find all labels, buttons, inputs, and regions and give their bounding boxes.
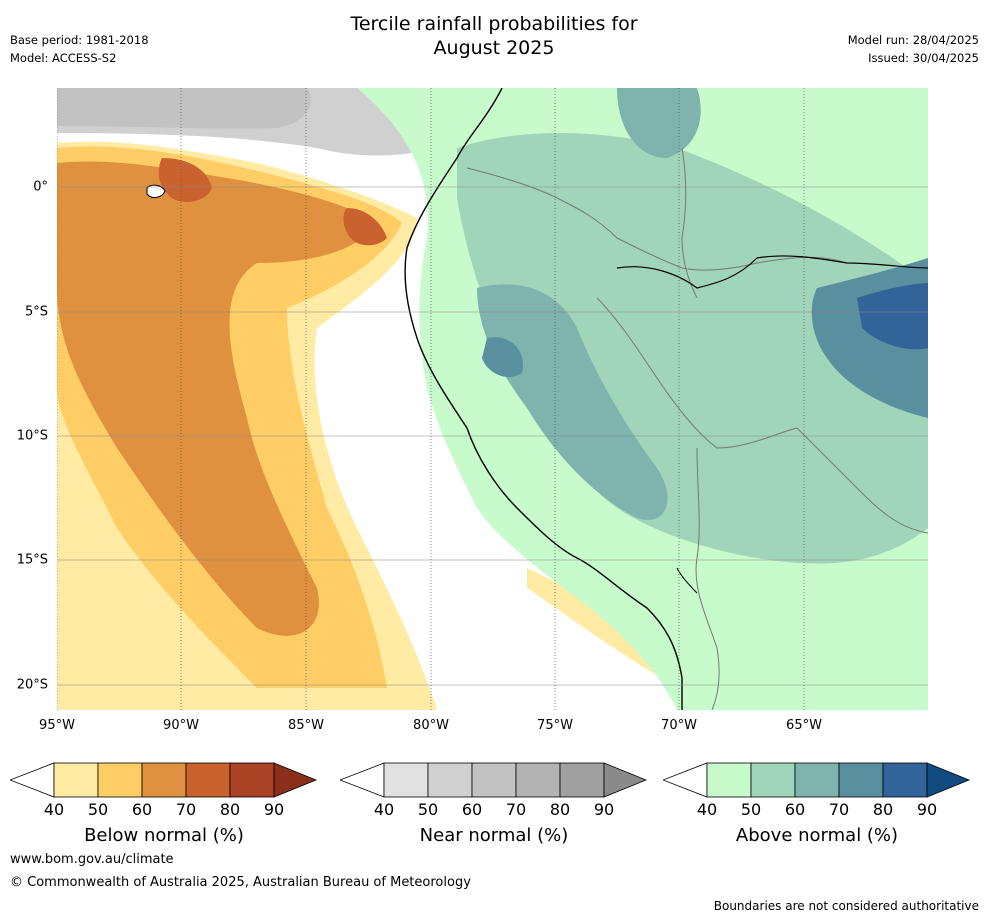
lat-label-5s: 5°S bbox=[24, 304, 48, 320]
lat-label-10s: 10°S bbox=[16, 428, 48, 444]
colorbar-below-normal: 40 50 60 70 80 90 Below normal (%) bbox=[8, 760, 320, 846]
above-swatch-3 bbox=[794, 762, 840, 798]
issued-date: Issued: 30/04/2025 bbox=[868, 51, 979, 65]
below-swatch-1 bbox=[53, 762, 99, 798]
country-borders bbox=[466, 147, 928, 710]
above-normal-label: Above normal (%) bbox=[735, 825, 899, 846]
below-swatch-0 bbox=[8, 762, 55, 798]
near-tick-40: 40 bbox=[373, 800, 395, 819]
graticule bbox=[57, 88, 928, 710]
lat-label-20s: 20°S bbox=[16, 677, 48, 693]
bom-url: www.bom.gov.au/climate bbox=[10, 852, 174, 867]
near-tick-60: 60 bbox=[461, 800, 483, 819]
boundaries-disclaimer: Boundaries are not considered authoritat… bbox=[713, 899, 979, 913]
above-swatch-2 bbox=[750, 762, 796, 798]
lon-label-80w: 80°W bbox=[413, 718, 449, 733]
below-tick-90: 90 bbox=[263, 800, 285, 819]
below-tick-80: 80 bbox=[219, 800, 241, 819]
rainfall-probability-map bbox=[57, 88, 928, 710]
title-line-1: Tercile rainfall probabilities for bbox=[350, 13, 638, 35]
meta-left: Base period: 1981-2018 Model: ACCESS-S2 bbox=[10, 31, 149, 67]
near-tick-80: 80 bbox=[549, 800, 571, 819]
above-normal-region bbox=[357, 88, 928, 710]
meta-right: Model run: 28/04/2025 Issued: 30/04/2025 bbox=[848, 31, 979, 67]
near-swatch-2 bbox=[427, 762, 473, 798]
lon-label-95w: 95°W bbox=[39, 718, 75, 733]
above-tick-70: 70 bbox=[828, 800, 850, 819]
below-swatch-3 bbox=[141, 762, 187, 798]
above-swatch-6 bbox=[926, 762, 971, 798]
above-swatch-4 bbox=[838, 762, 884, 798]
lon-label-65w: 65°W bbox=[786, 718, 822, 733]
below-tick-40: 40 bbox=[43, 800, 65, 819]
above-tick-50: 50 bbox=[740, 800, 762, 819]
lon-label-75w: 75°W bbox=[537, 718, 573, 733]
near-tick-50: 50 bbox=[417, 800, 439, 819]
below-swatch-2 bbox=[97, 762, 143, 798]
colorbar-above-swatches bbox=[661, 762, 971, 798]
near-swatch-1 bbox=[383, 762, 429, 798]
map-title: Tercile rainfall probabilities for Augus… bbox=[0, 12, 988, 60]
near-swatch-4 bbox=[515, 762, 561, 798]
near-swatch-6 bbox=[603, 762, 648, 798]
near-normal-label: Near normal (%) bbox=[419, 825, 569, 846]
copyright-notice: © Commonwealth of Australia 2025, Austra… bbox=[10, 875, 471, 890]
below-swatch-4 bbox=[185, 762, 231, 798]
lon-label-90w: 90°W bbox=[163, 718, 199, 733]
lat-label-15s: 15°S bbox=[16, 552, 48, 568]
near-swatch-3 bbox=[471, 762, 517, 798]
below-tick-60: 60 bbox=[131, 800, 153, 819]
near-swatch-5 bbox=[559, 762, 605, 798]
below-normal-region bbox=[57, 141, 717, 710]
above-tick-60: 60 bbox=[784, 800, 806, 819]
above-swatch-0 bbox=[661, 762, 708, 798]
below-tick-50: 50 bbox=[87, 800, 109, 819]
above-swatch-5 bbox=[882, 762, 928, 798]
below-swatch-6 bbox=[273, 762, 318, 798]
below-tick-70: 70 bbox=[175, 800, 197, 819]
lon-label-70w: 70°W bbox=[661, 718, 697, 733]
near-tick-90: 90 bbox=[593, 800, 615, 819]
lat-label-0: 0° bbox=[33, 179, 48, 195]
above-tick-90: 90 bbox=[916, 800, 938, 819]
colorbar-below-swatches bbox=[8, 762, 318, 798]
lon-label-85w: 85°W bbox=[288, 718, 324, 733]
model-run: Model run: 28/04/2025 bbox=[847, 33, 979, 47]
rivers bbox=[616, 255, 928, 289]
model-name: Model: ACCESS-S2 bbox=[10, 51, 117, 65]
colorbar-near-normal: 40 50 60 70 80 90 Near normal (%) bbox=[338, 760, 650, 846]
colorbar-near-swatches bbox=[338, 762, 648, 798]
above-tick-40: 40 bbox=[696, 800, 718, 819]
below-swatch-5 bbox=[229, 762, 275, 798]
above-swatch-1 bbox=[706, 762, 752, 798]
colorbar-above-normal: 40 50 60 70 80 90 Above normal (%) bbox=[661, 760, 973, 846]
below-normal-label: Below normal (%) bbox=[84, 825, 244, 846]
coastline bbox=[146, 88, 698, 710]
above-tick-80: 80 bbox=[872, 800, 894, 819]
title-line-2: August 2025 bbox=[433, 37, 555, 59]
near-tick-70: 70 bbox=[505, 800, 527, 819]
base-period: Base period: 1981-2018 bbox=[10, 33, 149, 47]
near-swatch-0 bbox=[338, 762, 385, 798]
